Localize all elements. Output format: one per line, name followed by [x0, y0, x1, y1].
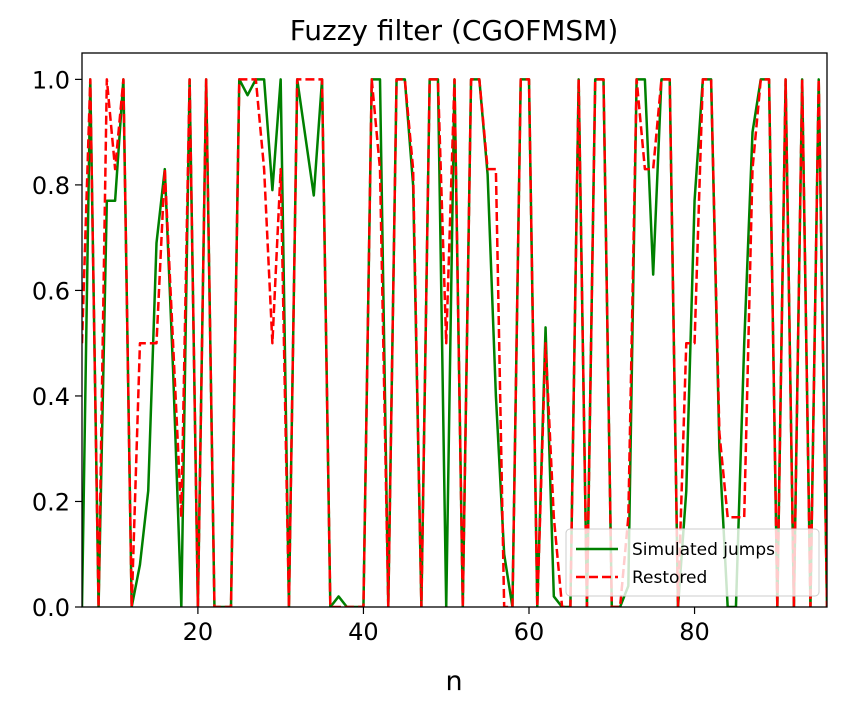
x-tick-label: 40	[348, 618, 379, 646]
legend-label-restored: Restored	[632, 568, 707, 588]
y-axis: 0.0 0.2 0.4 0.6 0.8 1.0	[32, 66, 82, 622]
legend-box	[565, 528, 820, 597]
x-axis: 20 40 60 80	[183, 607, 710, 646]
x-tick-label: 80	[679, 618, 710, 646]
x-axis-label: n	[445, 666, 462, 697]
y-tick-label: 0.8	[32, 172, 70, 200]
x-tick-label: 60	[514, 618, 545, 646]
x-tick-label: 20	[183, 618, 214, 646]
y-tick-label: 0.4	[32, 383, 70, 411]
legend: Simulated jumps Restored	[565, 528, 820, 597]
y-tick-label: 0.6	[32, 277, 70, 305]
legend-label-simulated-jumps: Simulated jumps	[632, 540, 775, 560]
y-tick-label: 0.2	[32, 488, 70, 516]
chart-title: Fuzzy filter (CGOFMSM)	[290, 14, 619, 47]
series-line-restored	[82, 78, 827, 607]
y-tick-label: 1.0	[32, 66, 70, 94]
plot-frame	[81, 52, 828, 608]
series-layer	[82, 78, 827, 607]
y-tick-label: 0.0	[32, 594, 70, 622]
